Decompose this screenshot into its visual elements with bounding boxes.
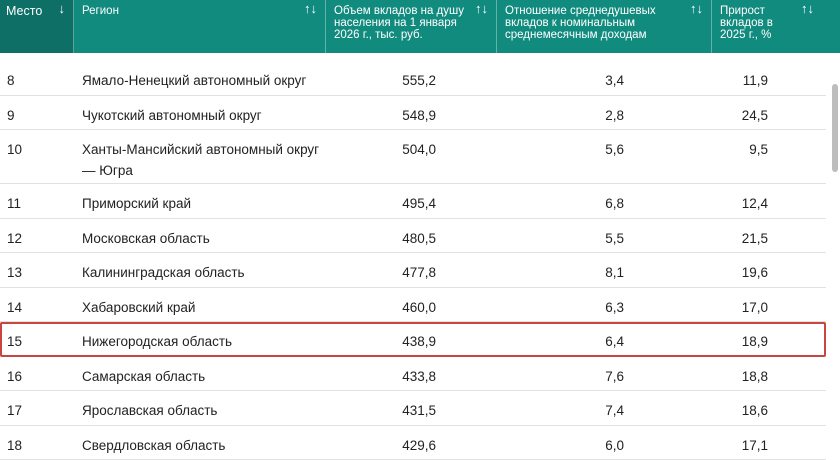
ratio-cell: 7,6: [436, 357, 624, 387]
table-row[interactable]: 16 Самарская область 433,8 7,6 18,8: [0, 357, 826, 392]
deposits-cell: 429,6: [326, 426, 436, 456]
table-row[interactable]: 11 Приморский край 495,4 6,8 12,4: [0, 184, 826, 219]
rank-cell: 15: [0, 322, 74, 352]
region-cell: Московская область: [74, 219, 326, 249]
rank-cell: 9: [0, 96, 74, 126]
growth-cell: 21,5: [624, 219, 802, 249]
ratio-cell: 6,8: [436, 184, 624, 214]
growth-cell: 17,1: [624, 426, 802, 456]
rank-cell: 16: [0, 357, 74, 387]
deposits-cell: 438,9: [326, 322, 436, 352]
ratio-cell: 6,4: [436, 322, 624, 352]
rank-cell: 18: [0, 426, 74, 456]
region-cell: Свердловская область: [74, 426, 326, 456]
table-row[interactable]: 9 Чукотский автономный округ 548,9 2,8 2…: [0, 96, 826, 131]
column-header-ratio[interactable]: Отношение среднедушевых вкладов к номина…: [497, 0, 712, 53]
column-header-region-label: Регион: [82, 5, 119, 17]
sort-icon[interactable]: ↑↓: [475, 3, 488, 15]
region-cell: Чукотский автономный округ: [74, 96, 326, 126]
vertical-scrollbar[interactable]: [832, 84, 838, 172]
table-row[interactable]: 13 Калининградская область 477,8 8,1 19,…: [0, 253, 826, 288]
rank-cell: 12: [0, 219, 74, 249]
ratio-cell: 3,4: [436, 61, 624, 91]
deposits-cell: 477,8: [326, 253, 436, 283]
region-cell: Ярославская область: [74, 391, 326, 421]
sort-icon[interactable]: ↑↓: [801, 3, 814, 15]
column-header-deposits-label: Объем вкладов на душу населения на 1 янв…: [334, 5, 464, 41]
deposits-cell: 548,9: [326, 96, 436, 126]
column-header-rank[interactable]: Место ↓: [0, 0, 74, 53]
region-cell: Ханты-Мансийский автономный округ — Югра: [74, 130, 326, 181]
growth-cell: 12,4: [624, 184, 802, 214]
growth-cell: 9,5: [624, 130, 802, 160]
growth-cell: 18,9: [624, 322, 802, 352]
column-header-growth[interactable]: Прирост вкладов в 2025 г., % ↑↓: [712, 0, 822, 53]
rank-cell: 17: [0, 391, 74, 421]
table-header: Место ↓ Регион ↑↓ Объем вкладов на душу …: [0, 0, 840, 53]
sort-desc-icon[interactable]: ↓: [59, 3, 66, 15]
rank-cell: 13: [0, 253, 74, 283]
growth-cell: 24,5: [624, 96, 802, 126]
sort-icon[interactable]: ↑↓: [304, 3, 317, 15]
growth-cell: 18,8: [624, 357, 802, 387]
deposits-cell: 460,0: [326, 288, 436, 318]
ratio-cell: 6,3: [436, 288, 624, 318]
table-row[interactable]: 10 Ханты-Мансийский автономный округ — Ю…: [0, 130, 826, 184]
region-cell: Приморский край: [74, 184, 326, 214]
column-header-region[interactable]: Регион ↑↓: [74, 0, 326, 53]
table-row[interactable]: 14 Хабаровский край 460,0 6,3 17,0: [0, 288, 826, 323]
table-body: 8 Ямало-Ненецкий автономный округ 555,2 …: [0, 61, 826, 460]
deposits-cell: 480,5: [326, 219, 436, 249]
deposits-cell: 495,4: [326, 184, 436, 214]
column-header-ratio-label: Отношение среднедушевых вкладов к номина…: [505, 5, 656, 41]
ratio-cell: 8,1: [436, 253, 624, 283]
rank-cell: 10: [0, 130, 74, 160]
growth-cell: 18,6: [624, 391, 802, 421]
column-header-growth-label: Прирост вкладов в 2025 г., %: [720, 5, 773, 41]
ratio-cell: 7,4: [436, 391, 624, 421]
growth-cell: 11,9: [624, 61, 802, 91]
region-cell: Хабаровский край: [74, 288, 326, 318]
region-cell: Нижегородская область: [74, 322, 326, 352]
table-row[interactable]: 18 Свердловская область 429,6 6,0 17,1: [0, 426, 826, 460]
region-cell: Калининградская область: [74, 253, 326, 283]
rank-cell: 11: [0, 184, 74, 214]
deposits-cell: 433,8: [326, 357, 436, 387]
deposits-cell: 555,2: [326, 61, 436, 91]
rank-cell: 14: [0, 288, 74, 318]
ratio-cell: 6,0: [436, 426, 624, 456]
column-header-rank-label: Место: [6, 4, 42, 18]
deposits-cell: 431,5: [326, 391, 436, 421]
column-header-deposits[interactable]: Объем вкладов на душу населения на 1 янв…: [326, 0, 497, 53]
table-row-highlighted[interactable]: 15 Нижегородская область 438,9 6,4 18,9: [0, 322, 826, 357]
ratio-cell: 5,6: [436, 130, 624, 160]
sort-icon[interactable]: ↑↓: [690, 3, 703, 15]
table-row[interactable]: 8 Ямало-Ненецкий автономный округ 555,2 …: [0, 61, 826, 96]
table-row[interactable]: 17 Ярославская область 431,5 7,4 18,6: [0, 391, 826, 426]
rank-cell: 8: [0, 61, 74, 91]
region-cell: Самарская область: [74, 357, 326, 387]
ratio-cell: 5,5: [436, 219, 624, 249]
table-row[interactable]: 12 Московская область 480,5 5,5 21,5: [0, 219, 826, 254]
deposits-cell: 504,0: [326, 130, 436, 160]
growth-cell: 19,6: [624, 253, 802, 283]
ratio-cell: 2,8: [436, 96, 624, 126]
region-cell: Ямало-Ненецкий автономный округ: [74, 61, 326, 91]
growth-cell: 17,0: [624, 288, 802, 318]
ranking-table: Место ↓ Регион ↑↓ Объем вкладов на душу …: [0, 0, 840, 53]
